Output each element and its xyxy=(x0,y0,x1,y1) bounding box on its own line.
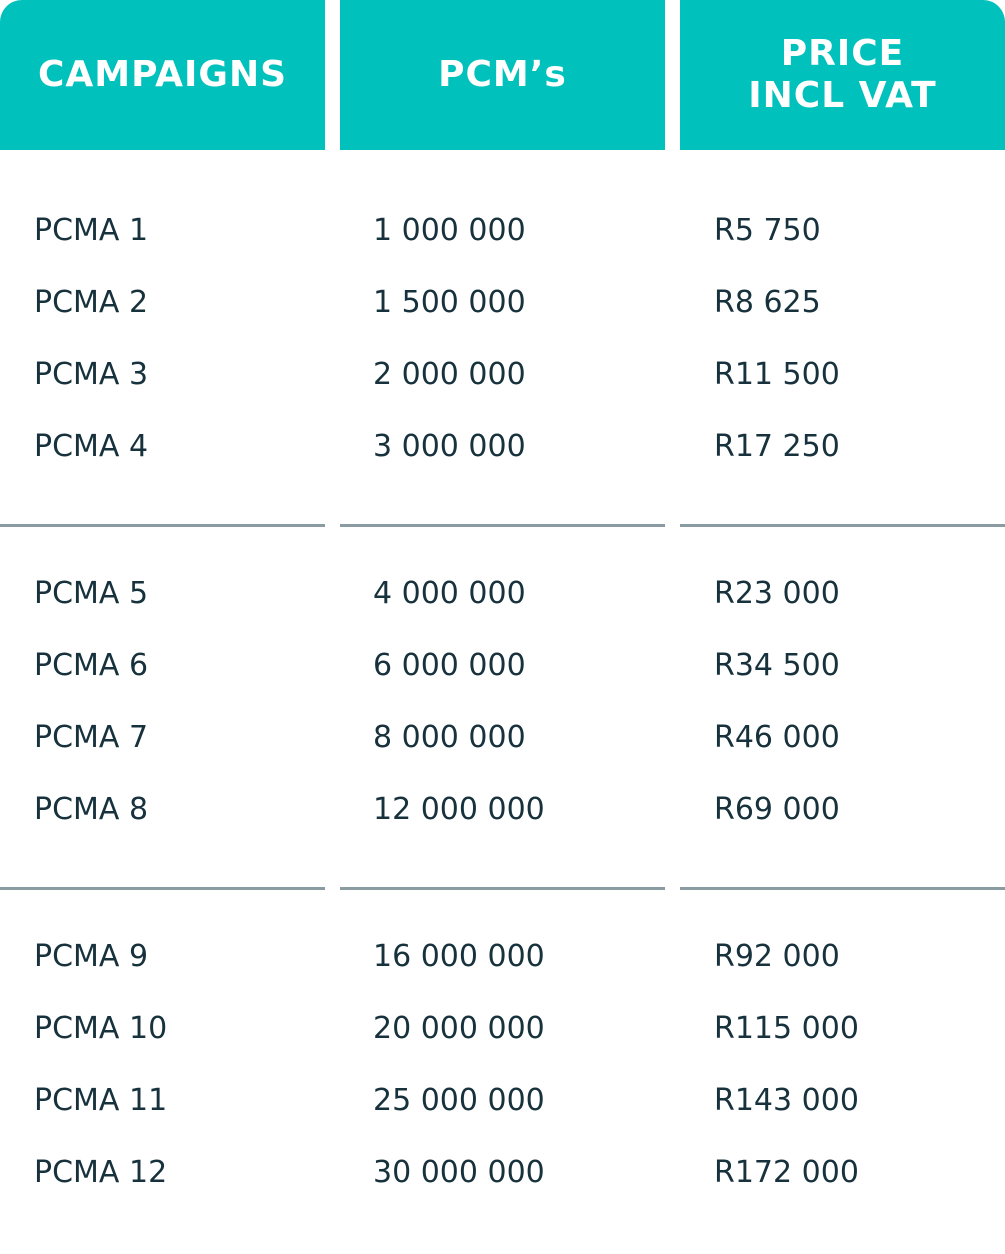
price-value: R17 250 xyxy=(714,429,840,464)
pcm-count: 30 000 000 xyxy=(373,1155,545,1190)
price-value: R46 000 xyxy=(714,720,840,755)
price-value: R23 000 xyxy=(714,576,840,611)
pcm-count: 2 000 000 xyxy=(373,357,526,392)
header-pcms: PCM’s xyxy=(340,0,665,150)
price-value: R69 000 xyxy=(714,792,840,827)
price-value: R8 625 xyxy=(714,285,821,320)
campaign-name: PCMA 5 xyxy=(34,576,149,611)
header-price-line2: INCL VAT xyxy=(748,75,937,116)
price-value: R172 000 xyxy=(714,1155,859,1190)
campaign-name: PCMA 8 xyxy=(34,792,149,827)
price-value: R143 000 xyxy=(714,1083,859,1118)
campaign-name: PCMA 11 xyxy=(34,1083,168,1118)
header-campaigns: CAMPAIGNS xyxy=(0,0,325,150)
campaign-name: PCMA 7 xyxy=(34,720,149,755)
header-pcms-label: PCM’s xyxy=(438,54,567,95)
group-divider xyxy=(680,887,1005,890)
pcm-count: 1 000 000 xyxy=(373,213,526,248)
campaign-name: PCMA 2 xyxy=(34,285,149,320)
campaign-name: PCMA 12 xyxy=(34,1155,168,1190)
header-campaigns-label: CAMPAIGNS xyxy=(37,54,288,95)
price-value: R34 500 xyxy=(714,648,840,683)
price-value: R5 750 xyxy=(714,213,821,248)
group-divider xyxy=(340,524,665,527)
campaign-name: PCMA 4 xyxy=(34,429,149,464)
pcm-count: 20 000 000 xyxy=(373,1011,545,1046)
group-divider xyxy=(0,524,325,527)
campaign-name: PCMA 3 xyxy=(34,357,149,392)
group-divider xyxy=(340,887,665,890)
pcm-count: 1 500 000 xyxy=(373,285,526,320)
campaign-name: PCMA 1 xyxy=(34,213,149,248)
pcm-count: 3 000 000 xyxy=(373,429,526,464)
pcm-count: 16 000 000 xyxy=(373,939,545,974)
group-divider xyxy=(0,887,325,890)
campaign-name: PCMA 9 xyxy=(34,939,149,974)
campaign-name: PCMA 10 xyxy=(34,1011,168,1046)
pcm-count: 12 000 000 xyxy=(373,792,545,827)
campaign-name: PCMA 6 xyxy=(34,648,149,683)
header-price-line1: PRICE xyxy=(780,33,905,74)
pcm-count: 25 000 000 xyxy=(373,1083,545,1118)
price-value: R11 500 xyxy=(714,357,840,392)
pcm-count: 4 000 000 xyxy=(373,576,526,611)
price-value: R115 000 xyxy=(714,1011,859,1046)
group-divider xyxy=(680,524,1005,527)
price-value: R92 000 xyxy=(714,939,840,974)
pcm-count: 6 000 000 xyxy=(373,648,526,683)
pcm-count: 8 000 000 xyxy=(373,720,526,755)
header-price: PRICE INCL VAT xyxy=(680,0,1005,150)
